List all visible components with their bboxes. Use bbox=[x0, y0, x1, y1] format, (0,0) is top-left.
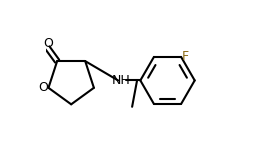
Text: NH: NH bbox=[112, 74, 131, 87]
Text: O: O bbox=[39, 81, 48, 94]
Text: O: O bbox=[43, 37, 53, 50]
Text: F: F bbox=[182, 50, 189, 63]
